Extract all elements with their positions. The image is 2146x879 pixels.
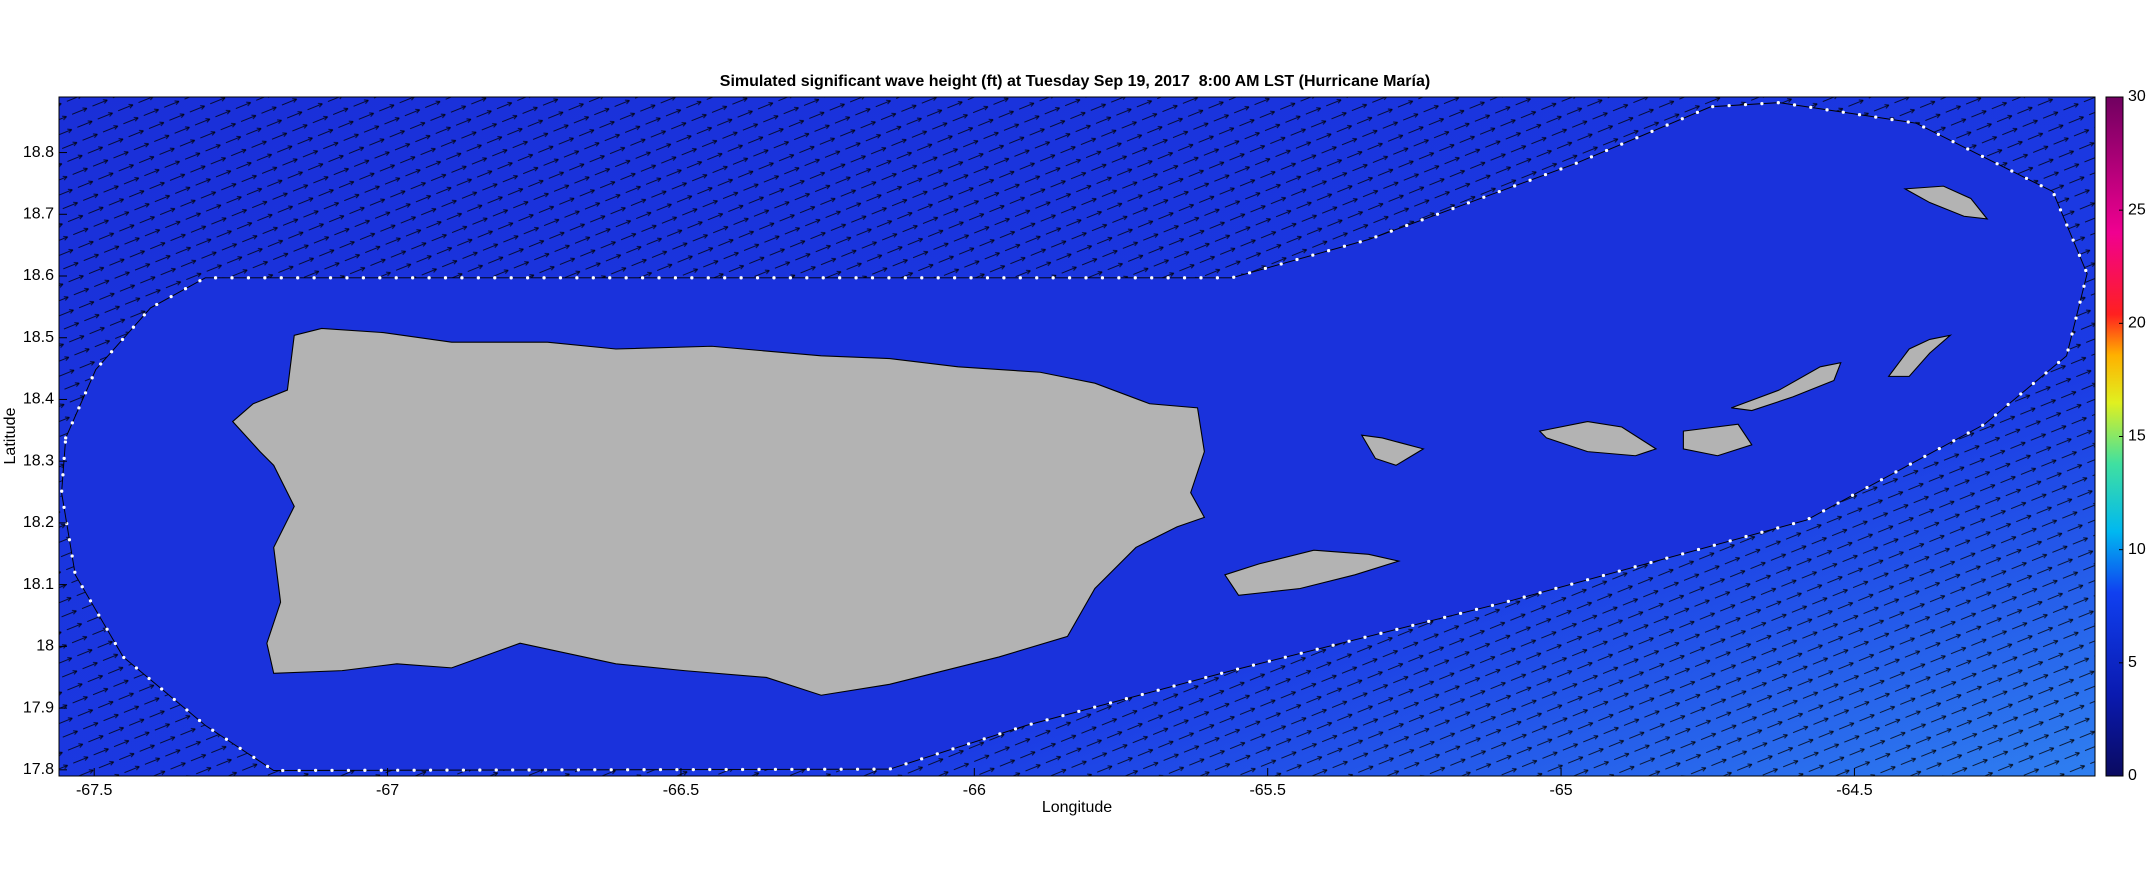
colorbar-tick-label: 25 [2128,201,2146,218]
x-tick-label: -65.5 [1249,782,1286,799]
x-axis-label: Longitude [1042,799,1112,816]
y-tick-label: 18.6 [23,267,54,284]
y-tick-label: 18 [36,638,54,655]
y-tick-label: 17.8 [23,761,54,778]
y-tick-label: 18.3 [23,452,54,469]
vieques [1224,549,1401,596]
map-area [59,97,2095,776]
x-tick-label: -66 [963,782,986,799]
colorbar-tick-label: 0 [2128,767,2137,784]
colorbar-tick-label: 10 [2128,541,2146,558]
x-tick-label: -65 [1550,782,1573,799]
puerto-rico [231,327,1206,696]
anegada [1903,185,1989,220]
colorbar-tick-label: 30 [2128,88,2146,105]
model-domain [59,100,2089,773]
plot-frame [58,96,2096,777]
y-tick-label: 18.1 [23,576,54,593]
land [231,185,1989,696]
colorbar-tick-label: 20 [2128,315,2146,332]
x-tick-label: -67.5 [76,782,113,799]
virgin-gorda [1887,334,1953,377]
tortola [1731,361,1842,412]
y-tick-label: 18.8 [23,144,54,161]
culebra [1360,434,1425,466]
y-axis-label: Latitude [2,407,19,464]
st-john [1682,423,1753,457]
st-thomas [1538,420,1658,457]
colorbar-tick-label: 5 [2128,654,2137,671]
y-tick-label: 18.7 [23,206,54,223]
y-tick-label: 18.2 [23,514,54,531]
x-tick-label: -66.5 [663,782,700,799]
y-tick-label: 18.5 [23,329,54,346]
colorbar-tick-label: 15 [2128,428,2146,445]
x-tick-label: -64.5 [1836,782,1873,799]
map-title: Simulated significant wave height (ft) a… [720,73,1430,90]
x-tick-label: -67 [376,782,399,799]
y-tick-label: 17.9 [23,699,54,716]
y-tick-label: 18.4 [23,391,54,408]
